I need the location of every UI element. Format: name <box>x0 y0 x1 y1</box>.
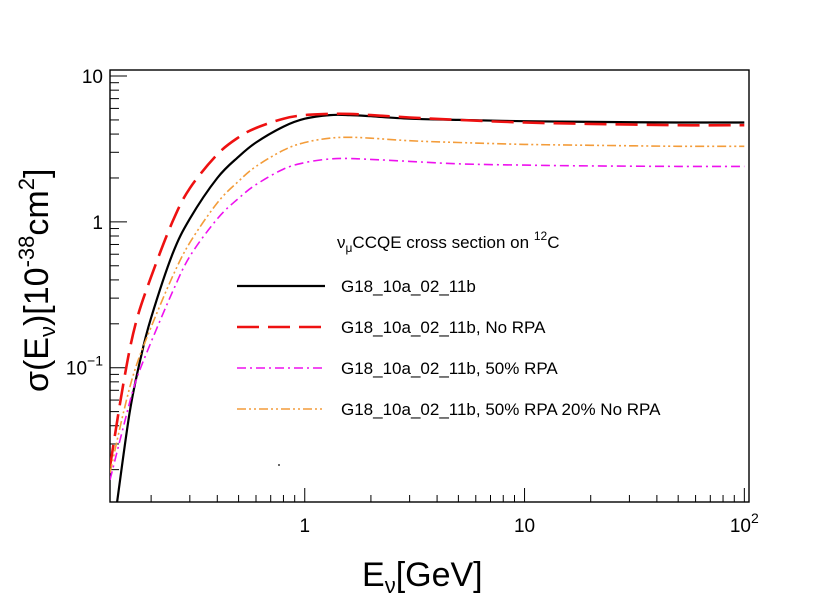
y-tick-label: 10 <box>82 67 103 88</box>
x-tick-label: 102 <box>730 510 759 537</box>
axis-ticks <box>110 75 745 502</box>
series-curves <box>110 112 745 502</box>
series-line-3 <box>110 157 745 481</box>
stray-dot <box>278 464 280 466</box>
legend-label: G18_10a_02_11b, 50% RPA 20% No RPA <box>341 400 661 419</box>
y-tick-label: 1 <box>92 213 103 234</box>
series-line-1 <box>116 113 745 502</box>
legend-label: G18_10a_02_11b, 50% RPA <box>341 359 558 378</box>
x-axis-title: Eν[GeV] <box>362 556 483 598</box>
x-tick-label: 10 <box>514 516 535 537</box>
legend-label: G18_10a_02_11b <box>341 277 476 296</box>
series-line-4 <box>110 136 745 474</box>
axis-tick-labels: 1 10 102 10−1 1 10 <box>66 67 759 537</box>
legend-header: νμCCQE cross section on 12C <box>337 229 559 255</box>
series-line-2 <box>110 112 745 467</box>
y-tick-label: 10−1 <box>66 353 103 380</box>
legend-label: G18_10a_02_11b, No RPA <box>341 318 546 337</box>
plot-frame <box>109 69 750 503</box>
y-axis-title: σ(Eν)[10-38cm2] <box>14 169 60 392</box>
legend: νμCCQE cross section on 12C G18_10a_02_1… <box>237 229 661 419</box>
x-tick-label: 1 <box>299 516 310 537</box>
legend-entries: G18_10a_02_11b G18_10a_02_11b, No RPA G18_… <box>237 277 661 419</box>
